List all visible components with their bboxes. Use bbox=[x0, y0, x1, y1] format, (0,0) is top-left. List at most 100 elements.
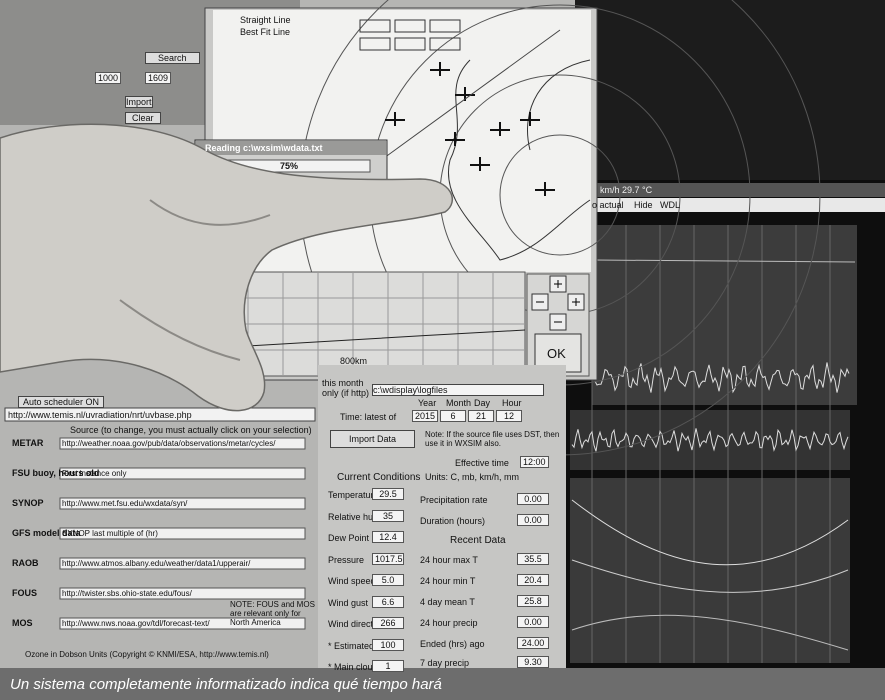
station-mark bbox=[385, 112, 405, 126]
date-field: 6 bbox=[440, 410, 466, 422]
field-value: 25.8 bbox=[517, 595, 549, 607]
range-field: 1000 bbox=[95, 72, 122, 84]
section-heading: Current Conditions bbox=[337, 472, 421, 483]
field-label: Precipitation rate bbox=[420, 495, 488, 505]
url-field bbox=[59, 527, 306, 540]
progress-title: Reading c:\wxsim\wdata.txt bbox=[205, 143, 323, 153]
field-label: * Main cloud level bbox=[328, 662, 399, 672]
scale-label: 800km bbox=[340, 356, 368, 366]
menu-item: o actual bbox=[592, 200, 624, 210]
source-name: MOS bbox=[12, 618, 33, 628]
right-titlebar bbox=[590, 183, 885, 197]
plot-line bbox=[571, 499, 849, 566]
field-label: Relative humidity bbox=[328, 511, 397, 522]
menu-item: WDL bbox=[660, 200, 680, 210]
source-url: http://www.met.fsu.edu/wxdata/syn/ bbox=[62, 499, 188, 508]
source-note: NOTE: FOUS and MOS are relevant only for… bbox=[230, 600, 315, 627]
map-box bbox=[359, 19, 391, 33]
progress-titlebar bbox=[196, 141, 386, 155]
field-value: 0.00 bbox=[517, 493, 549, 505]
field-value: 35 bbox=[372, 509, 404, 522]
date-field: 21 bbox=[468, 410, 494, 422]
field-value: 9.30 bbox=[517, 656, 549, 668]
path-field: c:\wdisplay\logfiles bbox=[372, 384, 544, 396]
field-label: 24 hour precip bbox=[420, 618, 478, 628]
url-field bbox=[59, 497, 306, 510]
field-label: 24 hour max T bbox=[420, 555, 478, 565]
station-mark bbox=[445, 132, 465, 146]
range-ring bbox=[499, 134, 621, 256]
graphics bbox=[0, 0, 856, 663]
option-label: Straight Line bbox=[240, 15, 291, 25]
station-mark bbox=[470, 157, 490, 171]
field-label: 7 day precip bbox=[420, 658, 470, 668]
date-label: Day bbox=[474, 398, 491, 408]
source-url: First instance only bbox=[62, 469, 127, 478]
field-value: 35.5 bbox=[517, 553, 549, 565]
range-field: 1609 bbox=[145, 72, 172, 84]
field-value: 29.5 bbox=[372, 488, 404, 500]
plot-line bbox=[571, 559, 849, 593]
map-box bbox=[429, 19, 461, 33]
date-label: Year bbox=[418, 398, 437, 408]
map-box bbox=[394, 19, 426, 33]
source-name: SYNOP bbox=[12, 498, 44, 508]
plot-line bbox=[594, 259, 856, 263]
source-url: SYNOP last multiple of (hr) bbox=[62, 529, 158, 538]
field-label: Wind speed bbox=[328, 576, 376, 586]
form-label: Time: latest of bbox=[340, 412, 397, 422]
url-field bbox=[59, 467, 306, 480]
graph-panel bbox=[570, 478, 850, 663]
field-value: 0.00 bbox=[517, 616, 549, 628]
source-url: http://www.nws.noaa.gov/tdl/forecast-tex… bbox=[62, 619, 210, 628]
field-label: Ended (hrs) ago bbox=[420, 639, 485, 649]
field-value: 1017.5 bbox=[372, 552, 404, 565]
map-box bbox=[429, 37, 461, 51]
station-mark bbox=[490, 122, 510, 136]
field-label: Wind gust bbox=[328, 597, 369, 608]
source-url: http://www.atmos.albany.edu/weather/data… bbox=[62, 559, 251, 568]
knuckle-shade bbox=[119, 199, 271, 361]
import-data-button: Import Data bbox=[330, 430, 416, 448]
option-label: Best Fit Line bbox=[240, 27, 291, 37]
field-label: 4 day mean T bbox=[420, 597, 475, 607]
field-value: 12.4 bbox=[372, 531, 404, 543]
dst-note: Note: If the source file uses DST, then … bbox=[425, 430, 560, 448]
date-field: 2015 bbox=[412, 410, 438, 422]
source-name: FOUS bbox=[12, 588, 38, 598]
field-label: Temperature bbox=[328, 490, 379, 500]
progress-percent: 75% bbox=[280, 161, 299, 171]
plot-line bbox=[571, 428, 849, 452]
plot-line bbox=[594, 362, 850, 394]
station-mark bbox=[430, 62, 450, 76]
field-value: 0.00 bbox=[517, 514, 549, 526]
field-value: 266 bbox=[372, 617, 404, 629]
source-url: http://twister.sbs.ohio-state.edu/fous/ bbox=[62, 589, 192, 598]
menu-item: Hide bbox=[634, 200, 653, 210]
auto-scheduler: Auto scheduler ON bbox=[18, 396, 105, 408]
caption: Un sistema completamente informatizado i… bbox=[10, 676, 442, 693]
field-value: 1 bbox=[372, 660, 404, 672]
caption-bar bbox=[0, 668, 885, 700]
form-label: this month only (if http) bbox=[322, 378, 370, 398]
url-field bbox=[59, 437, 306, 450]
hand bbox=[0, 123, 454, 412]
source-footer: Ozone in Dobson Units (Copyright © KNMI/… bbox=[25, 650, 269, 659]
field-value: 6.6 bbox=[372, 595, 404, 608]
source-name: RAOB bbox=[12, 558, 39, 568]
units-label: Units: C, mb, km/h, mm bbox=[425, 472, 520, 482]
field-value: 100 bbox=[372, 638, 404, 651]
ok-label: OK bbox=[547, 346, 566, 361]
plot-line bbox=[571, 614, 849, 651]
field-value: 24.00 bbox=[517, 637, 549, 649]
field-label: * Estimated clouds bbox=[328, 640, 403, 651]
effective-field: 12:00 bbox=[520, 456, 549, 468]
source-heading: Source (to change, you must actually cli… bbox=[70, 425, 312, 435]
field-label: Pressure bbox=[328, 554, 365, 565]
right-menubar bbox=[590, 198, 885, 212]
date-label: Hour bbox=[502, 398, 522, 408]
field-label: Dew Point bbox=[328, 533, 370, 543]
source-name: GFS model data bbox=[12, 528, 81, 538]
form-label: Effective time bbox=[455, 458, 509, 468]
